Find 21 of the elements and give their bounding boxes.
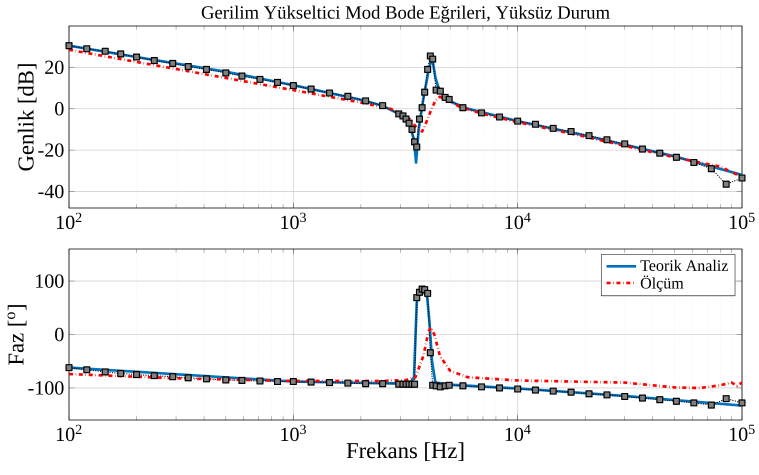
y-axis-title: Faz [$^{o}$]	[8, 305, 26, 365]
y-tick-label: 100	[36, 274, 64, 288]
x-tick-label: 10$^{4}$	[506, 424, 531, 442]
y-tick-label: 0	[55, 102, 64, 116]
y-tick-label: -20	[38, 143, 64, 157]
y-tick-label: 0	[55, 328, 64, 342]
x-tick-label: 10$^{3}$	[281, 212, 306, 230]
x-tick-label: 10$^{5}$	[730, 212, 755, 230]
y-tick-label: -40	[38, 184, 64, 198]
y-axis-title: Genlik [dB]	[18, 64, 36, 171]
x-tick-label: 10$^{2}$	[56, 212, 82, 230]
x-axis-title: Frekans [Hz]	[346, 442, 464, 462]
legend-label: Teorik Analiz	[640, 260, 728, 271]
y-tick-label: -100	[28, 381, 64, 395]
chart-title: Gerilim Yükseltici Mod Bode Eğrileri, Yüksüz Durum	[202, 6, 610, 23]
x-tick-label: 10$^{3}$	[281, 424, 306, 442]
y-tick-label: 20	[45, 60, 64, 74]
x-tick-label: 10$^{5}$	[730, 424, 755, 442]
x-tick-label: 10$^{2}$	[56, 424, 82, 442]
x-tick-label: 10$^{4}$	[506, 212, 531, 230]
legend-label: Ölçüm	[640, 276, 684, 292]
